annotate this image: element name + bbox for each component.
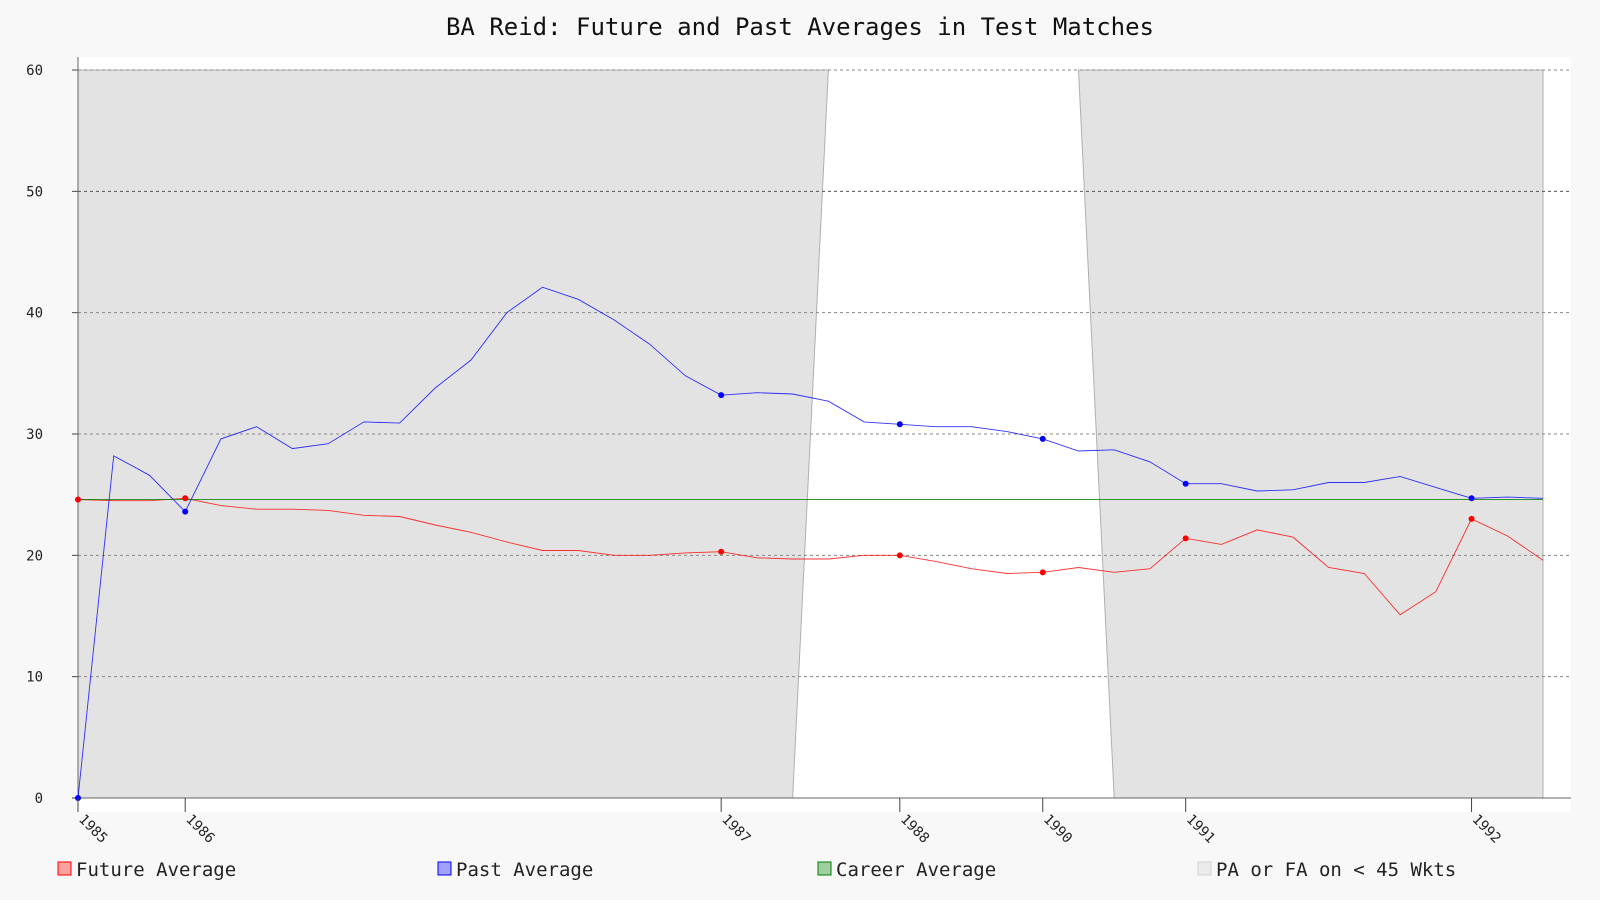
future-average-point — [896, 552, 903, 559]
legend: Future Average Past Average Career Average… — [57, 859, 1456, 881]
x-tick-label: 1992 — [1469, 812, 1504, 847]
legend-swatch — [57, 861, 72, 876]
legend-swatch — [817, 861, 832, 876]
x-tick-label: 1991 — [1183, 812, 1218, 847]
past-average-point — [1039, 435, 1046, 442]
past-average-point — [1182, 480, 1189, 487]
grid-layer: 0 10 20 30 40 50 60 — [26, 63, 1571, 807]
legend-label: PA or FA on < 45 Wkts — [1216, 859, 1456, 881]
axis-layer — [77, 57, 1571, 799]
legend-label: Career Average — [836, 859, 996, 881]
y-tick-label: 20 — [26, 548, 43, 564]
future-average-point — [1039, 569, 1046, 576]
y-tick-label: 40 — [26, 306, 43, 322]
past-average-point — [1468, 495, 1475, 502]
x-tick-label: 1985 — [75, 812, 110, 847]
y-tick-label: 0 — [35, 791, 43, 807]
series-layer — [77, 286, 1544, 799]
future-average-line — [77, 497, 1544, 616]
legend-label: Past Average — [456, 859, 593, 881]
future-average-point — [718, 548, 725, 555]
future-average-point — [182, 495, 189, 502]
x-tick-label: 1987 — [718, 812, 753, 847]
past-average-point — [896, 421, 903, 428]
marker-layer — [75, 392, 1475, 801]
legend-label: Future Average — [76, 859, 236, 881]
legend-swatch — [437, 861, 452, 876]
x-tick-label: 1988 — [897, 812, 932, 847]
past-average-line — [77, 286, 1544, 799]
future-average-point — [75, 496, 81, 503]
y-tick-label: 50 — [26, 184, 43, 200]
y-tick-label: 30 — [26, 427, 43, 443]
future-average-point — [1468, 515, 1475, 522]
x-tick-label: 1990 — [1040, 812, 1075, 847]
future-average-point — [1182, 535, 1189, 542]
past-average-point — [182, 508, 189, 515]
y-tick-label: 10 — [26, 670, 43, 686]
past-average-point — [718, 392, 725, 399]
x-tick-label: 1986 — [182, 812, 217, 847]
chart-title: BA Reid: Future and Past Averages in Tes… — [446, 13, 1154, 41]
legend-swatch — [1197, 861, 1212, 876]
y-tick-label: 60 — [26, 63, 43, 79]
